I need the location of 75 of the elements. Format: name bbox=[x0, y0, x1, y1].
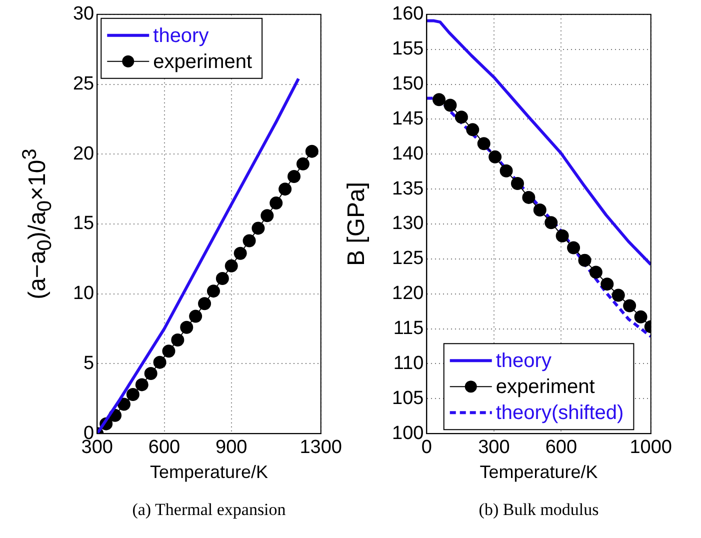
point bbox=[234, 246, 247, 260]
point bbox=[488, 150, 502, 164]
point bbox=[544, 216, 558, 230]
x-tick-label: 1000 bbox=[630, 437, 672, 458]
x-axis-title: Temperature/K bbox=[150, 462, 268, 482]
point bbox=[444, 98, 457, 112]
point bbox=[171, 333, 184, 346]
y-axis-title: B [GPa] bbox=[343, 182, 371, 266]
point bbox=[556, 229, 569, 242]
x-tick-label: 1300 bbox=[300, 437, 342, 458]
x-tick-label: 600 bbox=[148, 437, 180, 458]
point bbox=[432, 93, 446, 106]
y-tick-label: 25 bbox=[72, 74, 94, 94]
y-tick-label: 130 bbox=[392, 213, 424, 234]
point bbox=[623, 299, 636, 312]
point bbox=[510, 176, 524, 190]
y-tick-label: 125 bbox=[392, 248, 424, 270]
y-tick-label: 115 bbox=[393, 318, 424, 340]
point bbox=[144, 367, 158, 380]
point bbox=[500, 164, 513, 178]
point bbox=[180, 320, 194, 334]
point bbox=[260, 209, 274, 222]
y-tick-label: 10 bbox=[72, 283, 94, 304]
point bbox=[296, 157, 310, 170]
point bbox=[206, 284, 220, 298]
legend-label: theory bbox=[153, 24, 209, 47]
point bbox=[578, 254, 592, 267]
point bbox=[305, 144, 318, 158]
y-tick-label: 145 bbox=[392, 108, 424, 130]
legend-label: theory(shifted) bbox=[496, 402, 624, 424]
legend-label: experiment bbox=[496, 376, 596, 398]
text: (b) Bulk modulus bbox=[478, 500, 599, 520]
point bbox=[117, 398, 130, 411]
point bbox=[533, 204, 546, 217]
point bbox=[600, 278, 614, 291]
point bbox=[288, 170, 301, 183]
point bbox=[242, 234, 256, 248]
point bbox=[278, 182, 292, 196]
x-tick-label: 900 bbox=[216, 437, 248, 458]
point bbox=[135, 378, 148, 392]
y-tick-label: 150 bbox=[392, 74, 424, 94]
y-tick-label: 105 bbox=[392, 388, 424, 409]
point bbox=[634, 310, 648, 324]
point bbox=[153, 356, 166, 369]
point bbox=[466, 123, 480, 136]
y-tick-label: 160 bbox=[392, 4, 424, 25]
y-tick-label: 135 bbox=[392, 178, 424, 200]
y-tick-label: 120 bbox=[392, 283, 424, 304]
point bbox=[224, 259, 238, 272]
text: (a) Thermal expansion bbox=[132, 500, 286, 520]
point bbox=[589, 266, 602, 279]
y-tick-label: 15 bbox=[72, 213, 94, 234]
y-tick-label: 30 bbox=[72, 4, 94, 25]
point bbox=[126, 388, 140, 401]
y-tick-label: 5 bbox=[84, 352, 94, 374]
point bbox=[198, 297, 212, 310]
point bbox=[162, 344, 176, 358]
point bbox=[477, 137, 490, 150]
x-tick-label: 600 bbox=[545, 437, 578, 458]
point bbox=[612, 288, 625, 302]
x-tick-label: 300 bbox=[478, 437, 510, 458]
y-tick-label: 140 bbox=[392, 143, 424, 164]
y-tick-label: 155 bbox=[392, 38, 424, 60]
point bbox=[252, 222, 265, 235]
point bbox=[522, 190, 536, 204]
point bbox=[567, 241, 580, 254]
point bbox=[189, 310, 202, 323]
legend-label: theory bbox=[496, 350, 552, 372]
y-tick-label: 110 bbox=[393, 352, 424, 374]
point bbox=[216, 272, 229, 285]
point bbox=[454, 110, 468, 124]
legend-label: experiment bbox=[153, 50, 253, 73]
point bbox=[270, 196, 283, 210]
x-axis-title: Temperature/K bbox=[480, 462, 598, 482]
y-tick-label: 20 bbox=[72, 143, 94, 164]
